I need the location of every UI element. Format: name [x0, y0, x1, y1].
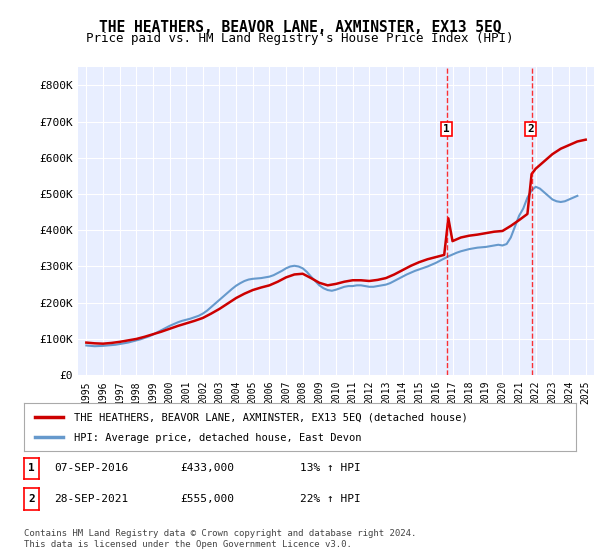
Text: 07-SEP-2016: 07-SEP-2016 — [54, 463, 128, 473]
Text: £555,000: £555,000 — [180, 494, 234, 504]
Text: £433,000: £433,000 — [180, 463, 234, 473]
Text: 2: 2 — [527, 124, 534, 134]
Text: 13% ↑ HPI: 13% ↑ HPI — [300, 463, 361, 473]
Text: 2: 2 — [28, 494, 35, 504]
Text: 22% ↑ HPI: 22% ↑ HPI — [300, 494, 361, 504]
Text: THE HEATHERS, BEAVOR LANE, AXMINSTER, EX13 5EQ (detached house): THE HEATHERS, BEAVOR LANE, AXMINSTER, EX… — [74, 413, 467, 422]
Text: HPI: Average price, detached house, East Devon: HPI: Average price, detached house, East… — [74, 433, 361, 444]
Text: THE HEATHERS, BEAVOR LANE, AXMINSTER, EX13 5EQ: THE HEATHERS, BEAVOR LANE, AXMINSTER, EX… — [99, 20, 501, 35]
Text: 28-SEP-2021: 28-SEP-2021 — [54, 494, 128, 504]
Text: Contains HM Land Registry data © Crown copyright and database right 2024.
This d: Contains HM Land Registry data © Crown c… — [24, 529, 416, 549]
Text: 1: 1 — [28, 463, 35, 473]
Text: 1: 1 — [443, 124, 449, 134]
Text: Price paid vs. HM Land Registry's House Price Index (HPI): Price paid vs. HM Land Registry's House … — [86, 32, 514, 45]
